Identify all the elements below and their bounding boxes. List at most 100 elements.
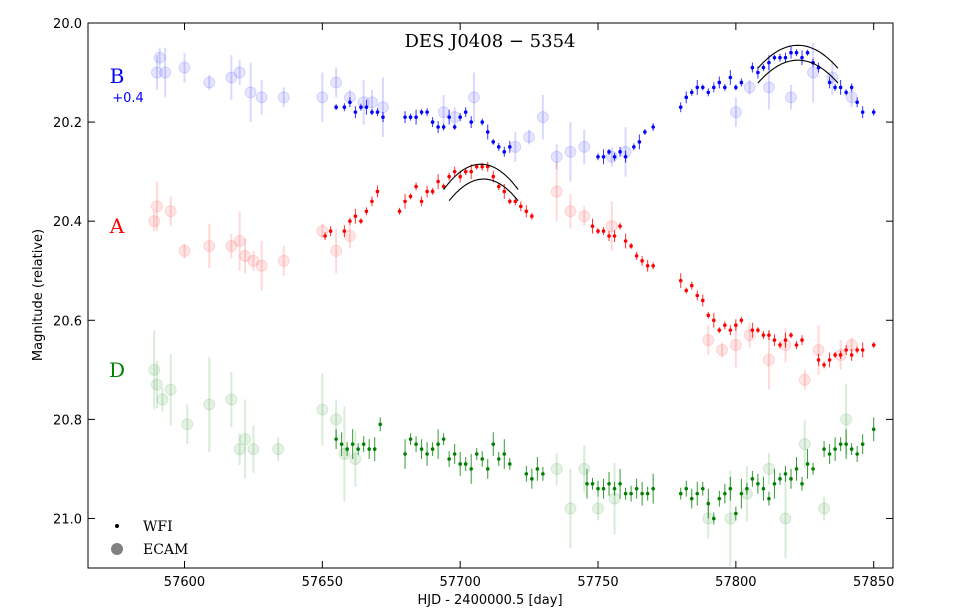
series-b-wfi-point xyxy=(838,85,843,90)
series-b-wfi-point xyxy=(364,105,369,110)
series-a-wfi-point xyxy=(712,318,716,323)
series-a-wfi-point xyxy=(328,229,333,233)
series-d-ecam-point xyxy=(592,502,605,515)
series-b-wfi-point xyxy=(334,105,338,110)
series-d-wfi-point xyxy=(805,462,810,466)
series-a-ecam-point xyxy=(277,254,290,267)
series-a-wfi-point xyxy=(491,174,496,179)
series-d-ecam-point xyxy=(724,512,737,525)
series-b-wfi-point xyxy=(860,110,865,114)
series-d-wfi-point xyxy=(430,447,435,451)
series-a-ecam-point xyxy=(225,239,238,252)
series-d-ecam-point xyxy=(840,413,853,426)
series-a-wfi-point xyxy=(618,224,622,228)
series-b-wfi-point xyxy=(491,140,496,144)
series-d-wfi-point xyxy=(612,486,617,491)
series-b-wfi-point xyxy=(485,130,490,134)
series-b-ecam-point xyxy=(277,91,290,104)
series-d-wfi-point xyxy=(712,516,716,521)
series-d-wfi-point xyxy=(789,477,793,481)
series-b-wfi-point xyxy=(419,110,424,114)
series-b-wfi-point xyxy=(756,70,760,75)
series-b-wfi-point xyxy=(734,85,738,90)
series-a-wfi-point xyxy=(772,338,777,342)
series-d-ecam-point xyxy=(762,462,775,475)
series-b-ecam-point xyxy=(159,66,172,79)
series-b-wfi-point xyxy=(601,154,606,159)
series-a-wfi-point xyxy=(590,224,595,228)
y-tick-label: 20.4 xyxy=(53,215,82,230)
series-d-wfi-point xyxy=(811,467,815,471)
series-b-ecam-point xyxy=(255,91,268,104)
series-a-wfi-point xyxy=(607,234,611,238)
series-d-ecam-point xyxy=(164,383,177,396)
series-b-wfi-point xyxy=(623,154,628,159)
series-b-wfi-point xyxy=(789,50,793,55)
series-b-wfi-point xyxy=(463,110,468,114)
series-d-ecam-point xyxy=(150,378,163,391)
series-b-wfi-point xyxy=(375,110,380,114)
series-a-wfi-point xyxy=(370,199,374,204)
series-b-ecam-point xyxy=(807,66,820,79)
series-b-ecam-point xyxy=(729,106,742,119)
series-b-wfi-point xyxy=(637,140,642,144)
series-a-ecam-point xyxy=(239,249,252,262)
fit-curve-a-upper xyxy=(443,163,519,190)
series-a-wfi-point xyxy=(634,254,639,258)
series-a-wfi-point xyxy=(414,184,418,189)
series-b-wfi-point xyxy=(805,50,810,55)
series-a-wfi-point xyxy=(364,209,369,214)
series-b-wfi-point xyxy=(739,80,744,85)
series-a-wfi-point xyxy=(723,323,727,328)
series-a-wfi-point xyxy=(452,169,457,174)
series-b-wfi-point xyxy=(414,115,418,119)
series-d-ecam-point xyxy=(349,453,362,465)
series-a-wfi-point xyxy=(513,199,518,204)
series-a-wfi-point xyxy=(700,298,705,303)
legend-ecam-label: ECAM xyxy=(143,542,188,558)
series-a-wfi-point xyxy=(678,278,683,283)
series-a-wfi-point xyxy=(750,328,755,332)
series-a-wfi-point xyxy=(496,184,501,189)
series-b-wfi-point xyxy=(723,85,727,90)
series-b-ecam-point xyxy=(550,150,563,163)
series-a-wfi-point xyxy=(623,239,628,243)
series-b-wfi-point xyxy=(827,80,832,85)
fit-curves xyxy=(443,44,839,202)
series-b-wfi-point xyxy=(700,85,705,90)
series-b-wfi-point xyxy=(436,125,440,129)
series-a-ecam-point xyxy=(550,185,563,198)
series-d-wfi-point xyxy=(800,481,804,486)
series-d-wfi-point xyxy=(728,486,733,491)
series-a-wfi-point xyxy=(408,194,413,199)
series-a-wfi-point xyxy=(612,234,617,238)
series-a-wfi-point xyxy=(844,348,848,352)
series-d-wfi-point xyxy=(634,486,639,491)
series-b-wfi-point xyxy=(643,130,647,134)
series-d-wfi-point xyxy=(339,442,344,446)
series-d-wfi-point xyxy=(403,452,407,456)
series-a-wfi-point xyxy=(871,343,876,347)
series-a-wfi-point xyxy=(353,214,358,219)
series-a-wfi-point xyxy=(734,323,738,328)
series-b-wfi-point xyxy=(678,105,683,110)
series-a-wfi-point xyxy=(822,363,826,367)
series-d-wfi-point xyxy=(541,472,545,476)
series-a-ecam-point xyxy=(845,339,858,352)
series-d-wfi-point xyxy=(334,437,338,441)
series-a-ecam-point xyxy=(150,200,163,213)
series-a-wfi-point xyxy=(447,174,451,179)
series-b-ecam-point xyxy=(365,96,378,109)
series-b-ecam-point xyxy=(153,51,166,64)
series-d-wfi-point xyxy=(607,481,611,486)
chart-title: DES J0408 − 5354 xyxy=(405,31,576,52)
series-b-wfi-point xyxy=(712,85,716,90)
series-d-wfi-point xyxy=(860,442,865,446)
series-b-ecam-point xyxy=(762,81,775,94)
series-d-ecam-point xyxy=(578,462,591,475)
series-d-wfi-point xyxy=(361,442,366,446)
series-b-wfi-point xyxy=(689,90,694,95)
image-b-offset-label: +0.4 xyxy=(112,91,144,106)
series-a-wfi-point xyxy=(689,283,694,288)
series-a-wfi-point xyxy=(469,169,474,174)
